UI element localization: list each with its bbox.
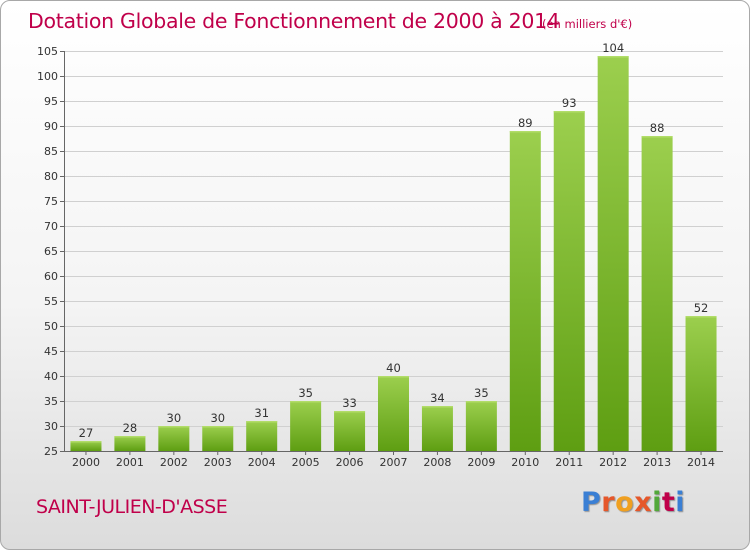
bar-highlight [509,131,541,133]
bar-highlight [378,376,409,378]
bar-highlight [421,406,453,408]
chart-title: Dotation Globale de Fonctionnement de 20… [28,9,560,33]
y-tick-label: 40 [44,370,58,383]
y-tick-label: 65 [44,245,58,258]
bar-value-label: 93 [562,96,577,110]
y-tick-label: 105 [37,45,58,58]
y-tick-label: 60 [44,270,58,283]
y-tick-label: 95 [44,95,58,108]
bar-value-label: 34 [430,391,445,405]
bar-value-label: 35 [474,386,489,400]
y-tick-label: 70 [44,220,58,233]
bar-highlight [70,441,102,443]
y-tick-label: 75 [44,195,58,208]
bars [70,56,717,451]
bar [114,436,146,451]
bar [465,401,497,451]
x-tick-label: 2009 [467,456,495,469]
logo-letter: t [661,487,676,518]
bar [246,421,278,451]
bar-highlight [114,436,146,438]
bar-value-label: 40 [386,361,401,375]
x-tick-label: 2006 [336,456,364,469]
y-tick-label: 100 [37,70,58,83]
bar [334,411,366,451]
bar-value-label: 104 [602,41,624,55]
commune-name: SAINT-JULIEN-D'ASSE [36,496,228,518]
y-tick-label: 45 [44,345,58,358]
x-tick-label: 2008 [423,456,451,469]
bar [158,426,190,451]
proxiti-logo: Proxiti [581,487,691,527]
bar [685,316,717,451]
x-tick-label: 2007 [380,456,408,469]
bar [641,136,673,451]
y-tick-label: 30 [44,420,58,433]
y-tick-label: 90 [44,120,58,133]
bar-highlight [246,421,278,423]
labels: 25 30 35 40 45 50 55 60 65 70 75 80 85 90 95 100 105 27 20… [37,41,715,469]
bar-value-label: 88 [650,121,665,135]
x-tick-label: 2014 [687,456,715,469]
bar-value-label: 30 [167,411,182,425]
logo-letter: P [581,487,602,518]
x-tick-label: 2010 [511,456,539,469]
bar-highlight [641,136,673,138]
bar-value-label: 27 [79,426,94,440]
x-tick-label: 2004 [248,456,276,469]
x-tick-label: 2000 [72,456,100,469]
x-tick-label: 2001 [116,456,144,469]
logo-letter: o [615,487,635,518]
bar [597,56,629,451]
bar [70,441,102,451]
y-tick-label: 55 [44,295,58,308]
y-tick-label: 25 [44,445,58,458]
axes [60,51,723,455]
bar-highlight [290,401,322,403]
bar-value-label: 31 [254,406,269,420]
bar [421,406,453,451]
bar [509,131,541,451]
bar [553,111,585,451]
logo-letter: i [675,487,686,518]
bar-highlight [202,426,234,428]
x-tick-label: 2002 [160,456,188,469]
y-tick-label: 35 [44,395,58,408]
bar-highlight [334,411,366,413]
bar-value-label: 89 [518,116,533,130]
bar [290,401,322,451]
bar-value-label: 30 [210,411,225,425]
bar-highlight [685,316,717,318]
unit-note: (en milliers d'€) [542,17,633,31]
bar-value-label: 52 [694,301,709,315]
bar [202,426,234,451]
y-tick-label: 85 [44,145,58,158]
x-tick-label: 2003 [204,456,232,469]
x-tick-label: 2011 [555,456,583,469]
x-tick-label: 2005 [292,456,320,469]
bar-highlight [158,426,190,428]
bar-highlight [553,111,585,113]
bar-highlight [465,401,497,403]
y-tick-label: 80 [44,170,58,183]
bar-highlight [597,56,629,58]
logo-letter: i [652,487,662,518]
logo-letter: x [634,487,653,518]
x-tick-label: 2013 [643,456,671,469]
y-tick-label: 50 [44,320,58,333]
x-tick-label: 2012 [599,456,627,469]
bar-value-label: 28 [123,421,138,435]
bar [378,376,409,451]
bar-value-label: 33 [342,396,357,410]
logo-letter: r [601,487,616,518]
bar-value-label: 35 [298,386,313,400]
